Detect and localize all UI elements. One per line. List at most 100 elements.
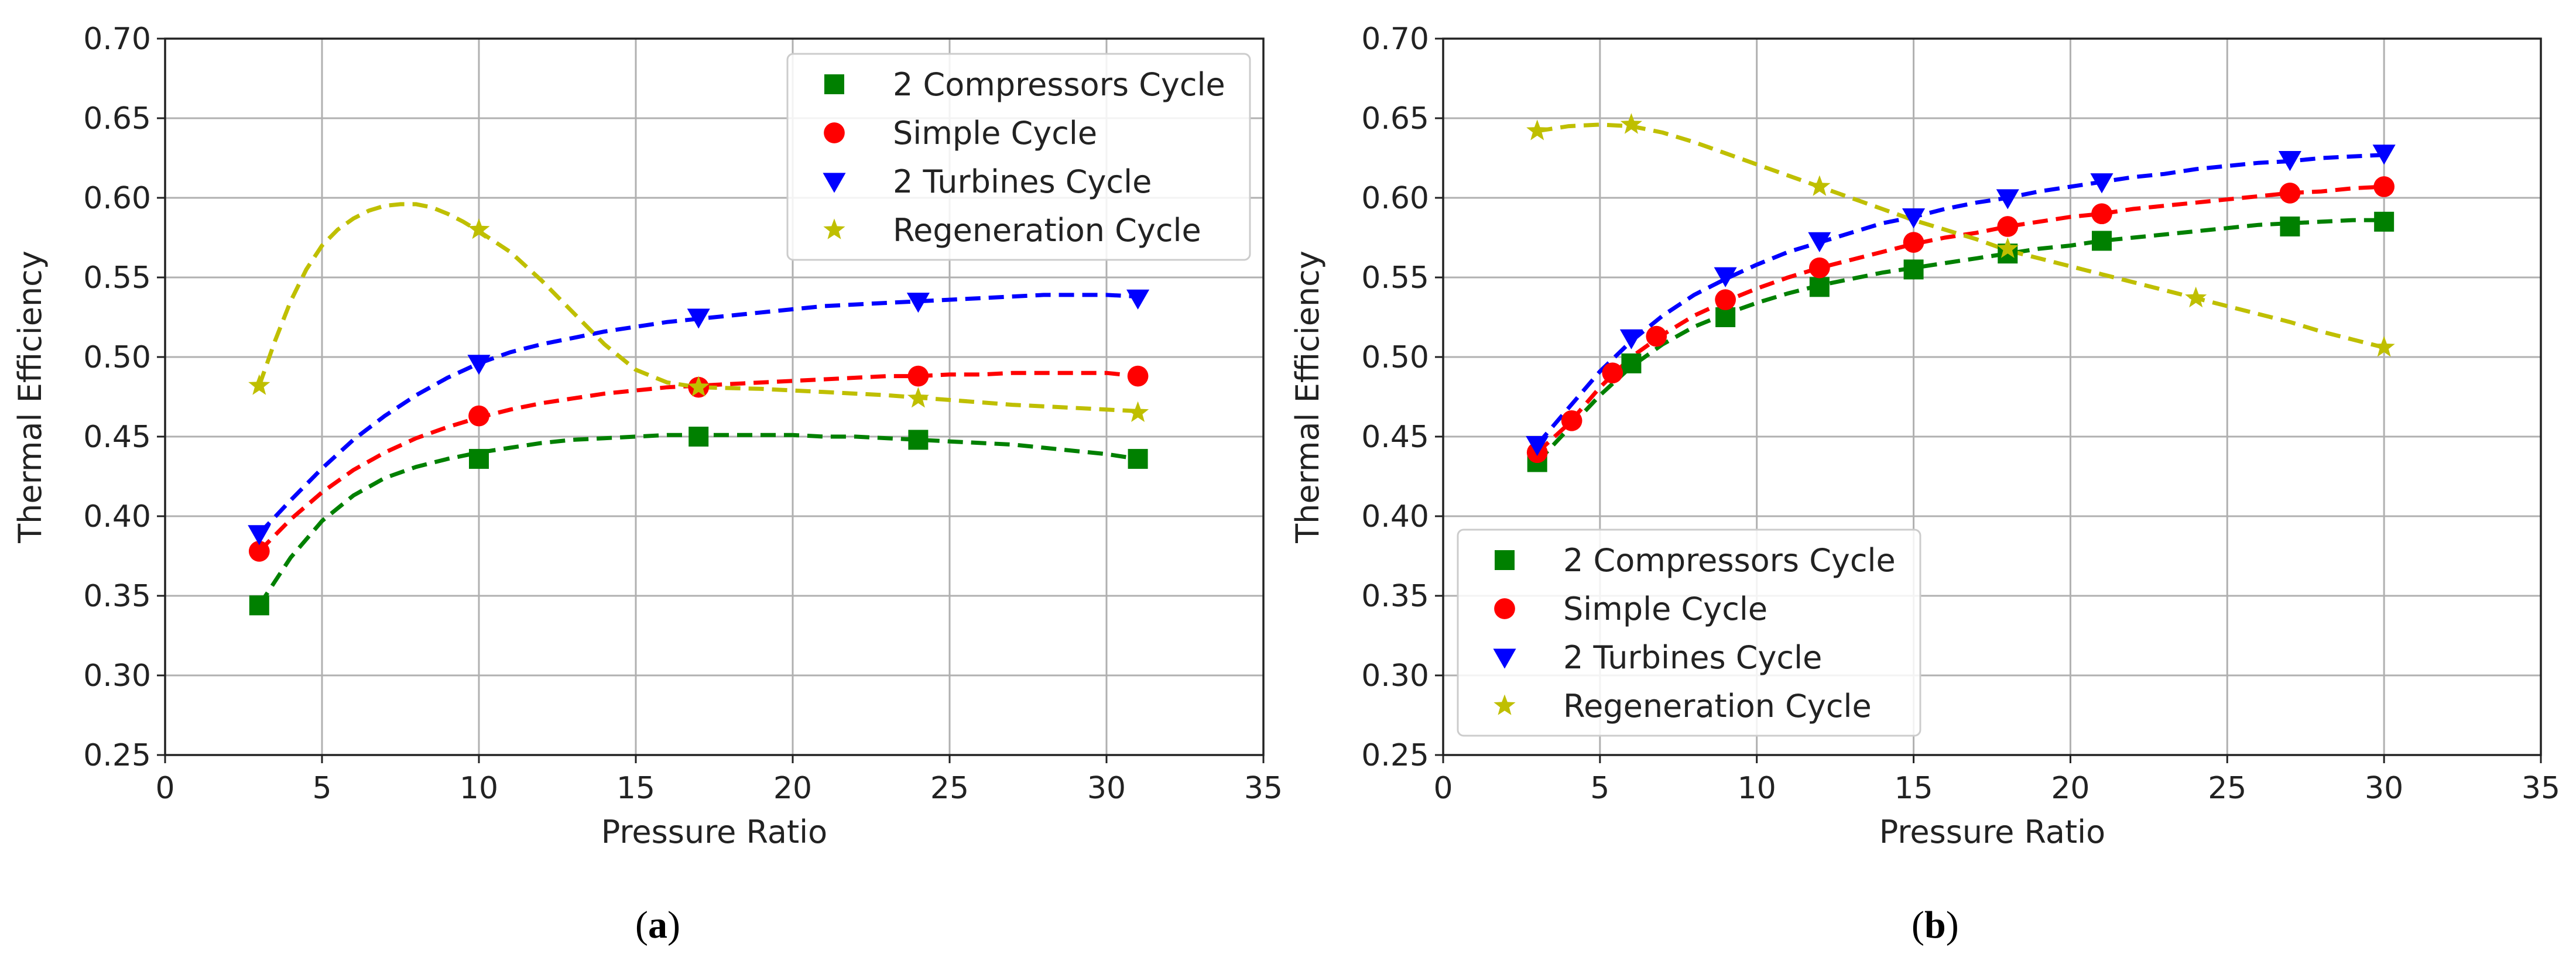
legend-marker [824, 74, 844, 94]
y-tick-label: 0.45 [83, 420, 151, 455]
y-tick-label: 0.65 [1361, 101, 1429, 136]
y-tick-label: 0.70 [83, 22, 151, 57]
legend-label: Regeneration Cycle [893, 212, 1201, 249]
y-tick-label: 0.60 [1361, 181, 1429, 216]
panel-caption: (b) [1912, 904, 1959, 946]
legend-label: Regeneration Cycle [1563, 688, 1872, 725]
y-tick-label: 0.50 [1361, 340, 1429, 375]
data-point-regeneration-cycle [2373, 336, 2395, 357]
data-point-2-compressors-cycle [1621, 353, 1642, 373]
legend-label: 2 Turbines Cycle [1563, 639, 1822, 676]
legend-marker [824, 122, 845, 143]
legend-label: 2 Compressors Cycle [1563, 542, 1896, 579]
data-point-2-turbines-cycle [1526, 435, 1549, 457]
x-tick-label: 35 [1244, 771, 1283, 806]
data-point-2-compressors-cycle [2280, 216, 2300, 236]
data-point-2-turbines-cycle [2278, 151, 2301, 171]
x-tick-label: 15 [1894, 771, 1933, 806]
y-tick-label: 0.50 [83, 340, 151, 375]
axes-frame [164, 37, 1265, 756]
x-tick-label: 25 [930, 771, 969, 806]
data-point-2-turbines-cycle [1126, 289, 1150, 310]
y-tick-label: 0.60 [83, 181, 151, 216]
y-tick-label: 0.35 [83, 579, 151, 614]
series-line-regeneration-cycle [1537, 122, 2385, 350]
caption-open-paren: ( [1912, 904, 1924, 946]
data-point-simple-cycle [2091, 203, 2112, 225]
caption-letter: b [1924, 904, 1946, 946]
panel-caption: (a) [635, 904, 680, 946]
data-point-2-turbines-cycle [1996, 189, 2019, 210]
data-point-simple-cycle [2373, 176, 2395, 197]
legend-label: 2 Compressors Cycle [893, 66, 1225, 103]
data-point-2-turbines-cycle [687, 308, 710, 329]
data-point-simple-cycle [468, 405, 489, 427]
caption-open-paren: ( [635, 904, 648, 946]
panel-a: 0 5 10 15 20 25 30 35 0.25 0.30 0.35 0.40 0.45 0.50 0.… [12, 22, 1283, 946]
data-point-simple-cycle [1715, 289, 1736, 310]
y-tick-label: 0.40 [83, 499, 151, 534]
x-tick-label: 25 [2208, 771, 2246, 806]
y-axis-label: Thermal Efficiency [1289, 250, 1326, 544]
data-point-regeneration-cycle [1526, 119, 1549, 140]
legend: 2 Compressors Cycle Simple Cycle 2 Turbine… [1457, 529, 1921, 737]
x-tick-label: 10 [1738, 771, 1776, 806]
data-point-simple-cycle [1903, 232, 1924, 253]
y-tick-label: 0.30 [1361, 658, 1429, 694]
data-point-2-compressors-cycle [1128, 449, 1148, 469]
x-tick-label: 0 [155, 771, 174, 806]
data-point-2-turbines-cycle [1808, 232, 1831, 252]
series-line-2-turbines-cycle [1536, 153, 2385, 446]
data-point-2-turbines-cycle [248, 525, 271, 545]
data-point-regeneration-cycle [468, 218, 490, 239]
panel-b: 0 5 10 15 20 25 30 35 0.25 0.30 0.35 0.40 0.45 0.50 0.… [1289, 22, 2560, 946]
y-tick-label: 0.40 [1361, 499, 1429, 534]
x-tick-label: 30 [1087, 771, 1126, 806]
x-tick-label: 10 [460, 771, 498, 806]
data-point-regeneration-cycle [1620, 113, 1642, 134]
x-tick-label: 15 [616, 771, 655, 806]
data-point-2-compressors-cycle [1809, 277, 1830, 297]
legend-marker [823, 218, 845, 239]
legend: 2 Compressors Cycle Simple Cycle 2 Turbine… [786, 53, 1251, 261]
legend-marker [1493, 694, 1516, 715]
data-point-simple-cycle [2279, 182, 2301, 204]
x-tick-label: 5 [312, 771, 331, 806]
data-point-2-turbines-cycle [1619, 329, 1643, 349]
data-point-2-compressors-cycle [469, 449, 489, 469]
legend-box [786, 53, 1251, 261]
y-tick-label: 0.25 [83, 738, 151, 773]
data-point-simple-cycle [1809, 257, 1830, 279]
series-line-simple-cycle [1536, 184, 2385, 454]
data-point-regeneration-cycle [1996, 237, 2019, 258]
caption-letter: a [648, 904, 667, 946]
data-point-2-turbines-cycle [906, 293, 930, 313]
data-point-2-compressors-cycle [2374, 211, 2395, 232]
data-point-regeneration-cycle [248, 374, 270, 395]
legend-label: Simple Cycle [1563, 591, 1767, 627]
data-point-regeneration-cycle [1127, 401, 1149, 422]
data-point-regeneration-cycle [2185, 286, 2207, 308]
y-tick-label: 0.45 [1361, 420, 1429, 455]
y-tick-label: 0.70 [1361, 22, 1429, 57]
data-point-2-compressors-cycle [1903, 259, 1924, 280]
series-line-2-compressors-cycle [1536, 218, 2385, 464]
data-point-2-compressors-cycle [688, 427, 709, 447]
x-tick-label: 0 [1433, 771, 1453, 806]
data-point-2-turbines-cycle [1714, 267, 1737, 287]
x-tick-label: 20 [2051, 771, 2089, 806]
legend-marker [823, 173, 846, 193]
y-tick-label: 0.55 [83, 260, 151, 296]
data-point-regeneration-cycle [687, 376, 710, 397]
legend-marker [1494, 598, 1515, 619]
data-point-2-turbines-cycle [2090, 173, 2113, 194]
y-tick-label: 0.30 [83, 658, 151, 694]
data-point-regeneration-cycle [907, 387, 929, 408]
y-tick-label: 0.65 [83, 101, 151, 136]
data-point-2-compressors-cycle [1715, 307, 1736, 327]
data-point-2-compressors-cycle [2092, 231, 2112, 251]
axes-frame [1442, 37, 2542, 756]
x-axis-label: Pressure Ratio [601, 814, 827, 850]
x-tick-label: 35 [2522, 771, 2560, 806]
